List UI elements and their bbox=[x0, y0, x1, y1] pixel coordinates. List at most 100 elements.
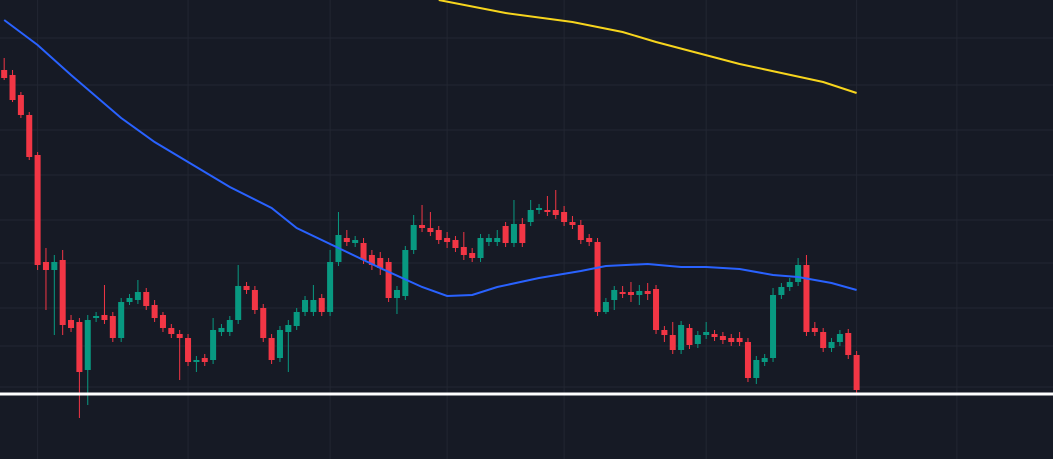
candle-body bbox=[828, 342, 835, 348]
candle-body bbox=[669, 335, 676, 350]
candle-body bbox=[494, 238, 501, 242]
candle-body bbox=[460, 247, 467, 255]
candle-body bbox=[159, 315, 166, 328]
candle-body bbox=[109, 316, 116, 338]
candle-body bbox=[736, 338, 743, 342]
candle-body bbox=[536, 208, 543, 210]
candle-body bbox=[168, 328, 175, 334]
candle-body bbox=[703, 332, 710, 335]
candle-body bbox=[678, 325, 685, 350]
candle-body bbox=[42, 262, 49, 270]
candle-body bbox=[51, 262, 58, 270]
candle-body bbox=[770, 295, 777, 358]
candle-body bbox=[469, 253, 476, 258]
candle-body bbox=[427, 228, 434, 232]
candle-body bbox=[143, 292, 150, 306]
candle-body bbox=[235, 286, 242, 320]
candle-body bbox=[276, 330, 283, 358]
candle-body bbox=[485, 238, 492, 242]
candle-body bbox=[653, 289, 660, 330]
candle-body bbox=[9, 75, 16, 100]
candle-body bbox=[636, 291, 643, 295]
candle-body bbox=[260, 308, 267, 338]
candle-body bbox=[76, 322, 83, 372]
candle-body bbox=[101, 315, 108, 320]
candle-body bbox=[444, 238, 451, 242]
candle-body bbox=[561, 212, 568, 222]
candle-body bbox=[352, 240, 359, 243]
candle-body bbox=[268, 338, 275, 360]
candle-body bbox=[68, 320, 75, 328]
candle-body bbox=[134, 292, 141, 300]
candle-body bbox=[435, 230, 442, 240]
candle-body bbox=[1, 70, 8, 78]
candle-body bbox=[661, 330, 668, 335]
candle-body bbox=[602, 302, 609, 312]
candle-body bbox=[368, 255, 375, 265]
candle-body bbox=[243, 286, 250, 290]
moving-average-line bbox=[438, 0, 857, 94]
candle-body bbox=[761, 358, 768, 362]
moving-average-line bbox=[3, 19, 857, 298]
candle-body bbox=[118, 302, 125, 338]
candle-body bbox=[34, 155, 41, 265]
candle-body bbox=[327, 262, 334, 312]
candle-body bbox=[519, 224, 526, 243]
candle-body bbox=[218, 328, 225, 332]
candle-body bbox=[728, 338, 735, 342]
candle-body bbox=[510, 224, 517, 243]
candle-body bbox=[686, 328, 693, 345]
candle-body bbox=[176, 334, 183, 338]
candle-body bbox=[93, 316, 100, 318]
candle-body bbox=[577, 225, 584, 240]
candle-body bbox=[201, 358, 208, 362]
candle-body bbox=[402, 250, 409, 296]
candle-body bbox=[836, 334, 843, 342]
candle-body bbox=[318, 298, 325, 312]
candle-body bbox=[719, 336, 726, 340]
candle-body bbox=[393, 290, 400, 298]
candle-body bbox=[193, 360, 200, 362]
candle-body bbox=[410, 225, 417, 250]
candle-body bbox=[59, 260, 66, 325]
candle-body bbox=[611, 290, 618, 300]
candle-body bbox=[126, 298, 133, 302]
candle-body bbox=[285, 325, 292, 332]
candle-body bbox=[786, 282, 793, 287]
candle-body bbox=[711, 334, 718, 337]
candle-body bbox=[477, 238, 484, 258]
candle-body bbox=[586, 238, 593, 242]
candle-body bbox=[360, 243, 367, 260]
candle-body bbox=[619, 292, 626, 294]
candle-body bbox=[778, 287, 785, 295]
candle-body bbox=[820, 332, 827, 348]
candle-body bbox=[803, 265, 810, 332]
candle-body bbox=[744, 342, 751, 378]
candle-body bbox=[552, 210, 559, 215]
candle-body bbox=[502, 226, 509, 243]
candle-body bbox=[17, 95, 24, 115]
candle-body bbox=[569, 222, 576, 225]
candle-body bbox=[811, 328, 818, 332]
candle-body bbox=[84, 320, 91, 370]
candle-body bbox=[385, 262, 392, 298]
candle-body bbox=[377, 258, 384, 268]
candle-body bbox=[853, 355, 860, 390]
candle-body bbox=[627, 292, 634, 295]
candle-body bbox=[419, 225, 426, 228]
candle-body bbox=[452, 240, 459, 248]
candle-body bbox=[251, 290, 258, 310]
candle-body bbox=[753, 360, 760, 378]
candle-body bbox=[310, 300, 317, 312]
candle-body bbox=[527, 210, 534, 222]
candle-body bbox=[210, 330, 217, 360]
candle-body bbox=[293, 312, 300, 326]
candle-body bbox=[694, 335, 701, 344]
candle-body bbox=[151, 305, 158, 318]
candle-body bbox=[544, 210, 551, 212]
candle-body bbox=[185, 338, 192, 362]
candle-body bbox=[343, 238, 350, 242]
candle-body bbox=[226, 320, 233, 332]
